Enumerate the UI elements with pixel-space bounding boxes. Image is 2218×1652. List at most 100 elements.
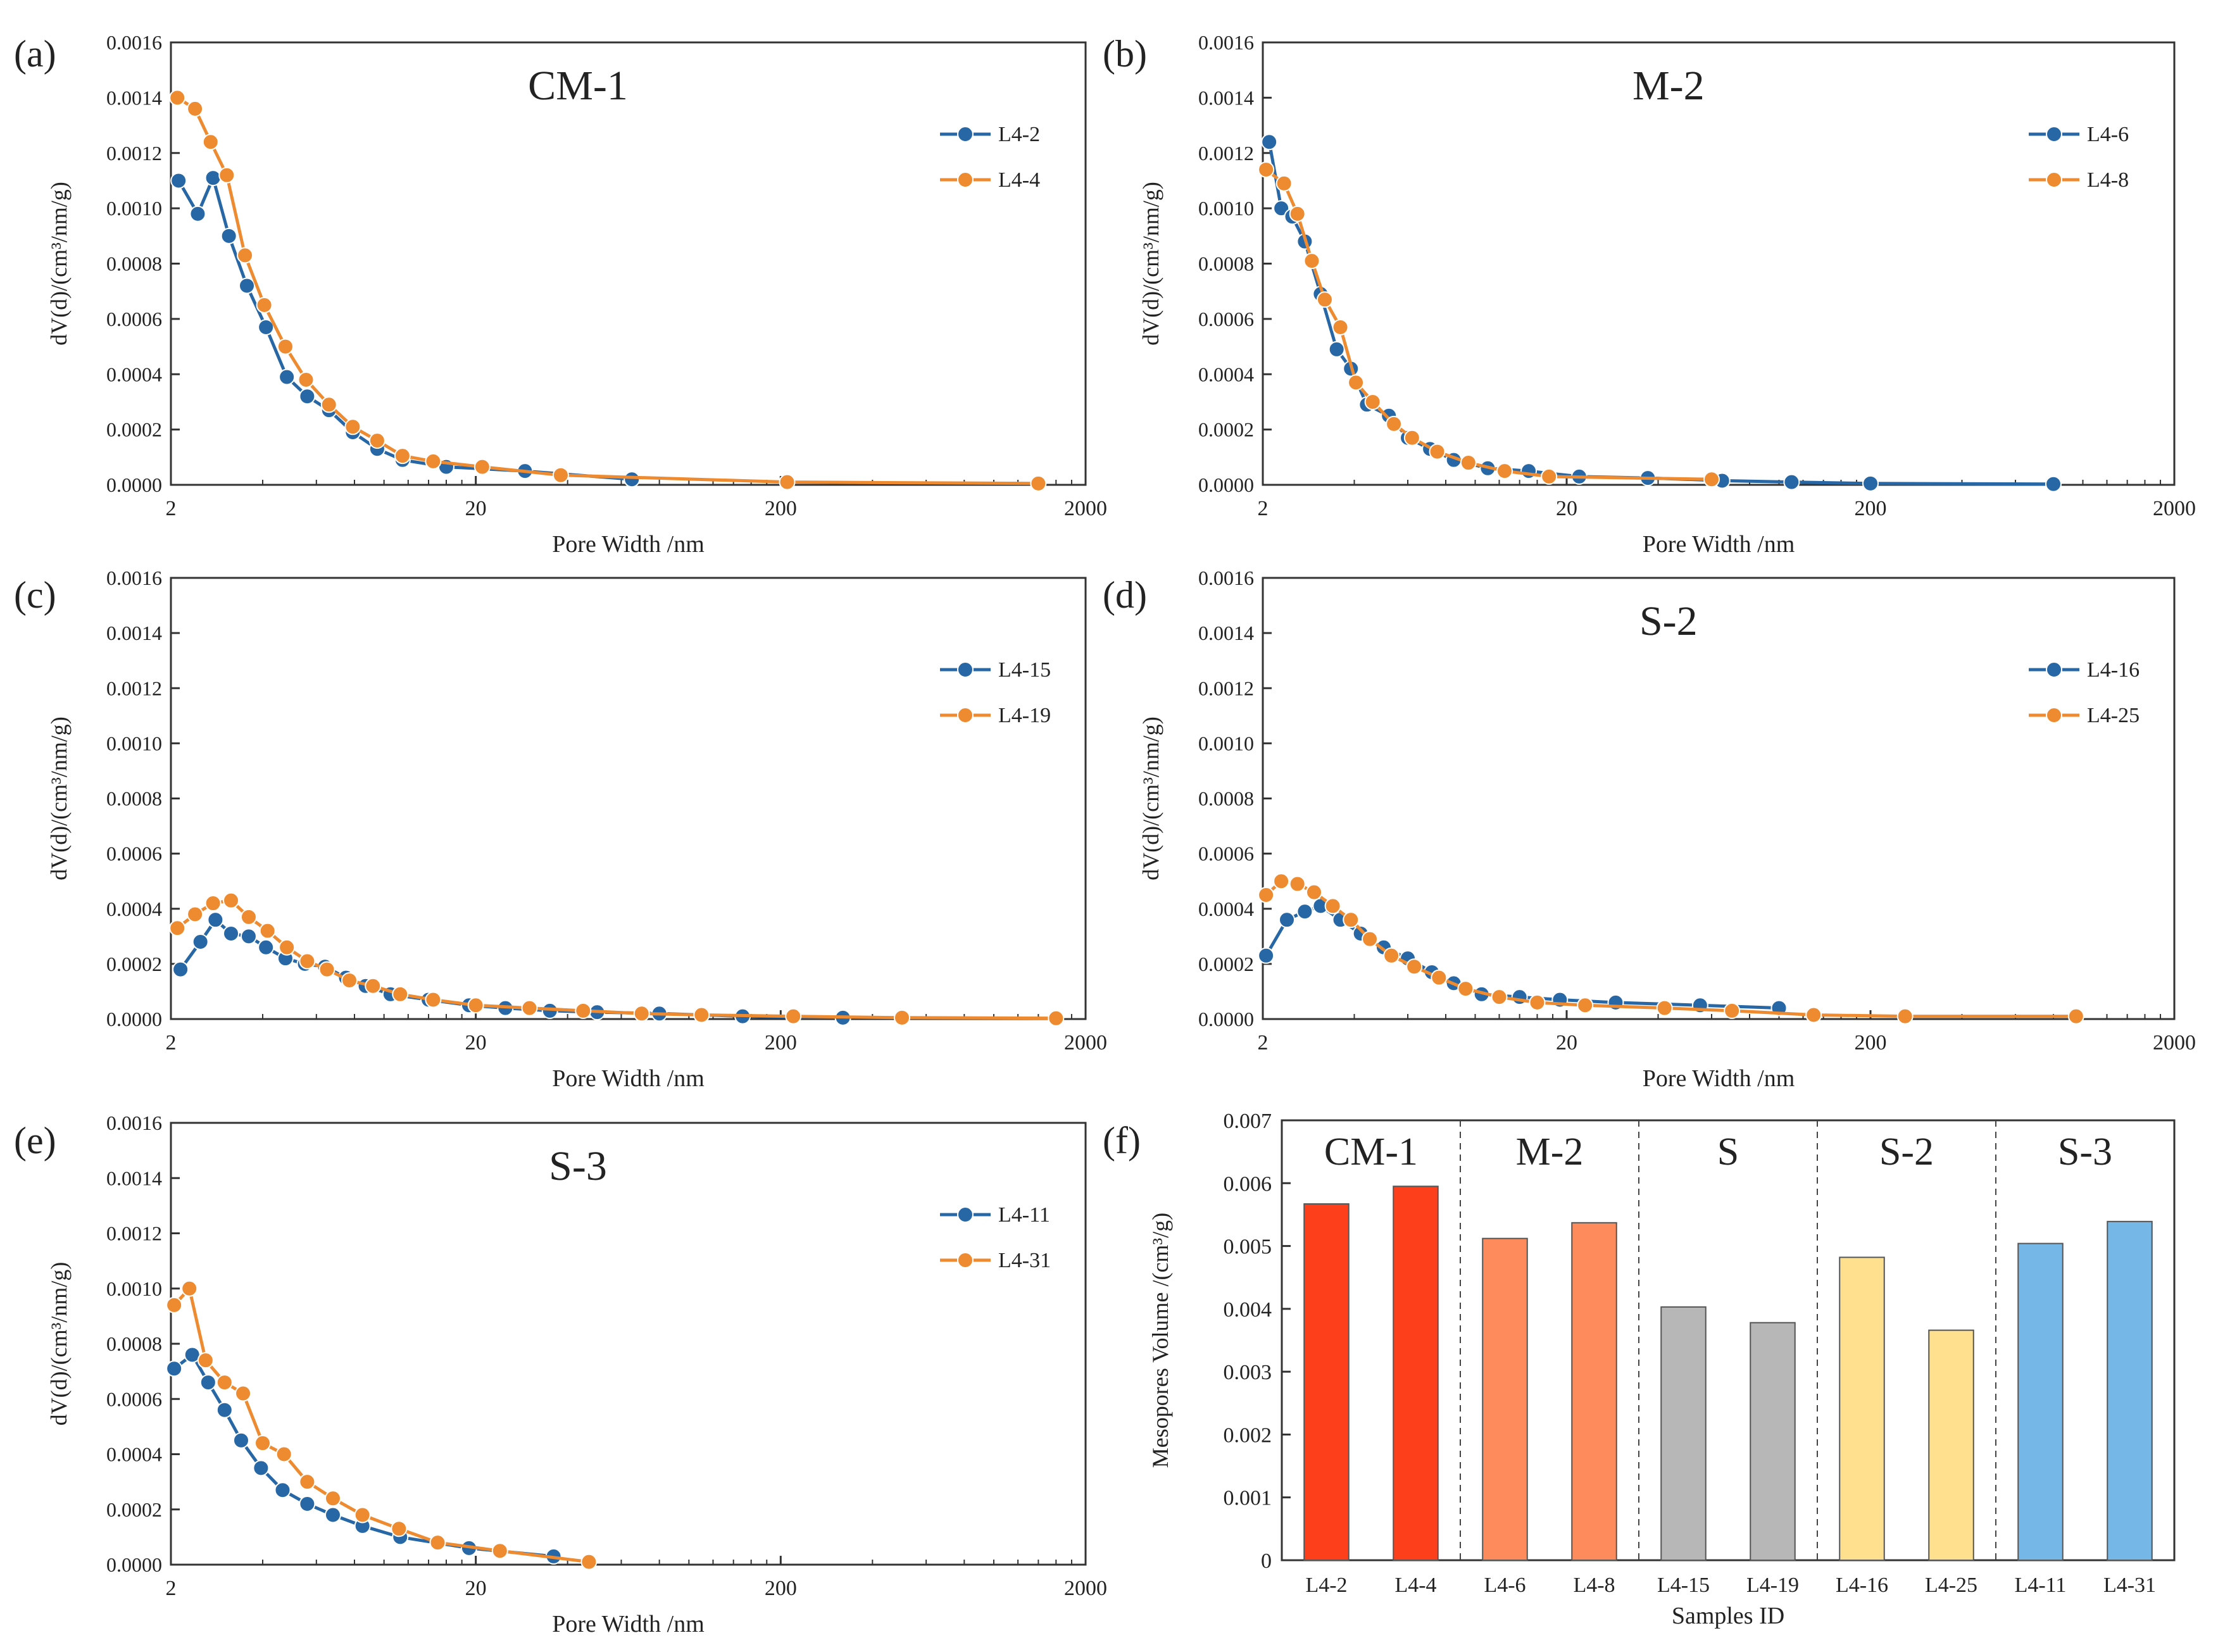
y-tick-label: 0.0002 — [1198, 418, 1254, 441]
legend: L4-15 L4-19 — [940, 658, 1051, 727]
data-point — [1328, 341, 1345, 358]
data-point — [2045, 475, 2062, 492]
data-point — [275, 1446, 292, 1463]
data-point — [1258, 947, 1275, 964]
x-tick-label: L4-19 — [1746, 1574, 1799, 1597]
x-tick-label: 2000 — [2153, 1031, 2196, 1054]
x-axis-label: Pore Width /nm — [552, 531, 705, 558]
legend-label: L4-25 — [2087, 704, 2140, 727]
y-tick-label: 0.0016 — [106, 31, 162, 54]
legend-marker — [2046, 172, 2062, 188]
y-tick-label: 0.0006 — [1198, 842, 1254, 865]
bar-group-S-3: S-3 L4-11 L4-31 — [1995, 1120, 2156, 1597]
plot-frame — [170, 577, 1087, 1020]
data-point — [779, 473, 796, 491]
y-tick-label: 0.0002 — [106, 1498, 162, 1521]
data-point — [223, 925, 240, 942]
panel-tag: (d) — [1103, 574, 1147, 616]
data-point — [253, 1460, 270, 1477]
x-tick-label: 200 — [765, 497, 797, 520]
x-tick-label: 200 — [765, 1031, 797, 1054]
y-axis-label: dV(d)/(cm³/nm/g) — [46, 182, 72, 346]
group-label: S-3 — [2058, 1130, 2112, 1173]
data-point — [633, 1005, 650, 1022]
bar — [2107, 1220, 2153, 1561]
data-point — [394, 447, 411, 465]
legend-marker — [2046, 661, 2062, 678]
y-tick-label: 0.0012 — [1198, 142, 1254, 165]
data-point — [1656, 999, 1673, 1017]
data-point — [1273, 200, 1290, 217]
data-point — [354, 1506, 371, 1524]
y-tick-label: 0.0012 — [106, 142, 162, 165]
data-point — [237, 247, 254, 264]
data-point — [344, 418, 361, 435]
data-point — [166, 1296, 183, 1313]
y-tick-label: 0.0016 — [1198, 566, 1254, 589]
y-tick-label: 0 — [1261, 1549, 1272, 1573]
y-tick-label: 0.0006 — [106, 842, 162, 865]
data-point — [425, 991, 442, 1008]
legend-label: L4-4 — [998, 168, 1040, 192]
data-point — [580, 1553, 598, 1570]
data-point — [259, 922, 276, 939]
y-tick-label: 0.0000 — [1198, 473, 1254, 496]
x-tick-label: 2 — [166, 1577, 177, 1600]
chart-title: S-3 — [549, 1143, 607, 1189]
x-tick-label: L4-4 — [1394, 1574, 1436, 1597]
y-axis-label: dV(d)/(cm³/nm/g) — [46, 1262, 72, 1426]
y-tick-label: 0.001 — [1224, 1487, 1272, 1510]
data-point — [1577, 997, 1594, 1014]
data-point — [1273, 873, 1290, 890]
data-point — [169, 89, 186, 106]
legend-marker — [2046, 126, 2062, 142]
x-tick-label: 200 — [765, 1577, 797, 1600]
y-tick-label: 0.0004 — [106, 363, 162, 385]
y-axis-label: dV(d)/(cm³/nm/g) — [1138, 182, 1163, 346]
y-tick-label: 0.0000 — [106, 473, 162, 496]
data-point — [324, 1506, 341, 1524]
y-tick-label: 0.0010 — [1198, 732, 1254, 754]
data-point — [1343, 911, 1360, 929]
data-point — [216, 1401, 233, 1418]
x-tick-label: L4-16 — [1836, 1574, 1888, 1597]
data-point — [320, 396, 337, 413]
series-L4-8 — [1258, 161, 1720, 488]
legend-marker — [957, 707, 974, 723]
data-point — [279, 368, 296, 385]
x-tick-label: 200 — [1855, 497, 1887, 520]
y-axis-label: dV(d)/(cm³/nm/g) — [1138, 716, 1163, 880]
group-label: S — [1717, 1130, 1739, 1173]
plot-frame — [1281, 1119, 2176, 1561]
data-point — [1862, 475, 1879, 492]
data-point — [1386, 415, 1403, 432]
bar — [2017, 1242, 2064, 1561]
data-point — [1258, 886, 1275, 903]
data-point — [299, 1474, 316, 1491]
x-tick-label: L4-31 — [2103, 1574, 2156, 1597]
legend-label: L4-15 — [998, 658, 1051, 682]
panel-tag: (e) — [14, 1120, 56, 1161]
x-tick-label: 2000 — [1064, 497, 1107, 520]
x-tick-label: 20 — [465, 497, 487, 520]
series-line — [173, 1285, 589, 1564]
y-tick-label: 0.0010 — [1198, 197, 1254, 220]
bar-group-S-2: S-2 L4-16 L4-25 — [1817, 1120, 1977, 1597]
data-point — [258, 939, 275, 956]
data-point — [521, 999, 538, 1017]
chart-title: S-2 — [1639, 598, 1698, 644]
group-label: M-2 — [1516, 1130, 1584, 1173]
data-point — [240, 928, 257, 945]
panel-tag: (a) — [14, 33, 56, 75]
data-point — [199, 1374, 216, 1391]
bar — [1928, 1329, 1974, 1561]
line-panel-1: 0.0000 0.0002 0.0004 0.0006 0.0008 0.0010 0.00… — [46, 31, 1107, 558]
data-point — [1496, 463, 1513, 480]
data-point — [1783, 473, 1800, 491]
panel-tag: (b) — [1103, 33, 1147, 75]
data-point — [1703, 471, 1720, 488]
legend-label: L4-11 — [998, 1203, 1050, 1227]
data-point — [172, 961, 189, 978]
legend: L4-6 L4-8 — [2029, 123, 2129, 192]
